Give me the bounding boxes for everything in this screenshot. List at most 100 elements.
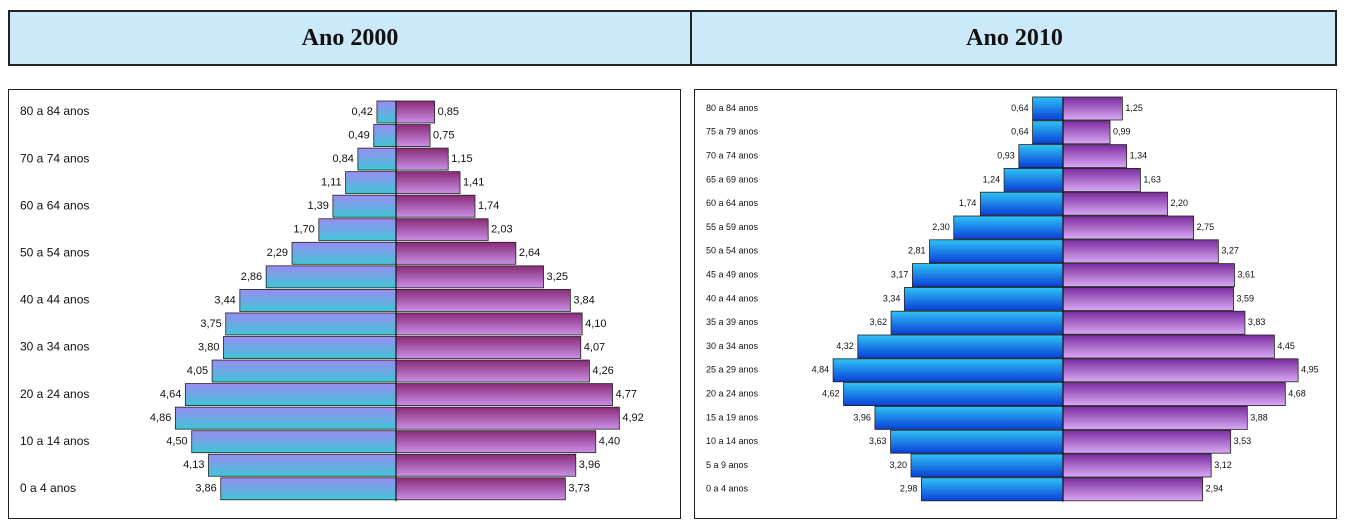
value-label-right-1: 3,12: [1214, 460, 1232, 470]
bar-right-7: [395, 312, 583, 336]
value-label-left-11: 1,70: [293, 224, 314, 236]
value-label-left-6: 3,80: [198, 341, 219, 353]
category-label-12: 60 a 64 anos: [706, 198, 759, 208]
value-label-left-16: 0,42: [352, 106, 373, 118]
value-label-right-5: 4,26: [592, 365, 613, 377]
bar-right-13: [395, 171, 461, 195]
category-label-0: 0 a 4 anos: [706, 484, 749, 494]
category-label-6: 30 a 34 anos: [20, 340, 89, 354]
value-label-left-12: 1,39: [307, 200, 328, 212]
bar-left-10: [291, 241, 397, 265]
bar-left-8: [903, 286, 1064, 311]
value-label-right-0: 3,73: [568, 483, 589, 495]
value-label-left-3: 3,96: [853, 412, 871, 422]
bar-right-8: [1062, 286, 1234, 311]
value-label-right-6: 4,07: [584, 341, 605, 353]
category-label-3: 15 a 19 anos: [706, 412, 759, 422]
bar-right-15: [1062, 120, 1111, 145]
value-label-right-15: 0,99: [1113, 127, 1131, 137]
category-label-2: 10 a 14 anos: [20, 434, 89, 448]
category-label-10: 50 a 54 anos: [706, 246, 759, 256]
value-label-right-14: 1,15: [451, 153, 472, 165]
bar-right-14: [1062, 144, 1128, 168]
pyramid-2000-chart: 3,86 3,73 0 a 4 anos 4,13 3,96 4,50 4,40 10 a 1…: [20, 100, 644, 502]
value-label-right-7: 3,83: [1248, 317, 1266, 327]
value-label-right-16: 0,85: [438, 106, 459, 118]
bar-right-16: [395, 100, 435, 124]
value-label-left-1: 3,20: [889, 460, 907, 470]
bar-left-15: [373, 124, 397, 147]
value-label-right-6: 4,45: [1277, 341, 1295, 351]
value-label-left-11: 2,30: [932, 222, 950, 232]
value-label-right-12: 2,20: [1171, 198, 1189, 208]
bar-left-14: [357, 147, 397, 171]
value-label-right-11: 2,03: [491, 224, 512, 236]
category-label-15: 75 a 79 anos: [706, 127, 759, 137]
bar-right-6: [1062, 334, 1275, 359]
value-label-left-14: 0,93: [997, 150, 1015, 160]
bar-left-2: [890, 429, 1064, 454]
value-label-right-3: 3,88: [1250, 412, 1268, 422]
category-label-5: 25 a 29 anos: [706, 365, 759, 375]
category-label-14: 70 a 74 anos: [20, 151, 89, 165]
value-label-left-15: 0,64: [1011, 127, 1029, 137]
bar-left-16: [1032, 96, 1064, 121]
bar-right-10: [1062, 239, 1219, 264]
bar-right-0: [1062, 477, 1204, 502]
value-label-right-5: 4,95: [1301, 365, 1319, 375]
bar-right-8: [395, 288, 571, 312]
value-label-left-5: 4,84: [812, 365, 830, 375]
bar-right-4: [1062, 382, 1286, 407]
title-2000: Ano 2000: [10, 12, 692, 64]
bar-right-11: [1062, 215, 1195, 240]
category-label-4: 20 a 24 anos: [20, 387, 89, 401]
value-label-right-11: 2,75: [1197, 222, 1215, 232]
value-label-left-7: 3,62: [870, 317, 888, 327]
value-label-left-4: 4,62: [822, 388, 840, 398]
category-label-16: 80 a 84 anos: [706, 103, 759, 113]
bar-left-16: [376, 100, 397, 124]
value-label-left-9: 3,17: [891, 269, 909, 279]
category-label-12: 60 a 64 anos: [20, 198, 89, 212]
category-label-8: 40 a 44 anos: [20, 293, 89, 307]
bar-left-2: [191, 430, 397, 454]
category-label-7: 35 a 39 anos: [706, 317, 759, 327]
category-label-16: 80 a 84 anos: [20, 104, 89, 118]
pyramid-2010-chart: 2,98 2,94 0 a 4 anos 3,20 3,12 5 a 9 anos 3,63…: [706, 96, 1319, 502]
bar-right-13: [1062, 168, 1141, 192]
bar-left-6: [857, 334, 1064, 359]
value-label-left-0: 2,98: [900, 484, 918, 494]
value-label-right-3: 4,92: [622, 412, 643, 424]
value-label-left-9: 2,86: [241, 271, 262, 283]
value-label-right-9: 3,61: [1237, 269, 1255, 279]
value-label-right-13: 1,41: [463, 177, 484, 189]
value-label-left-13: 1,24: [983, 174, 1001, 184]
value-label-right-7: 4,10: [585, 318, 606, 330]
value-label-left-7: 3,75: [200, 318, 221, 330]
bar-right-3: [395, 406, 620, 430]
value-label-left-5: 4,05: [187, 365, 208, 377]
bar-left-9: [912, 263, 1064, 288]
bar-right-1: [395, 453, 577, 477]
value-label-right-10: 2,64: [519, 247, 540, 259]
bar-left-9: [265, 265, 397, 289]
bar-right-12: [395, 194, 476, 218]
value-label-right-15: 0,75: [433, 129, 454, 141]
value-label-left-12: 1,74: [959, 198, 977, 208]
bar-left-4: [184, 383, 397, 407]
value-label-right-4: 4,77: [616, 389, 637, 401]
category-label-2: 10 a 14 anos: [706, 436, 759, 446]
bar-right-1: [1062, 453, 1212, 478]
bar-right-6: [395, 336, 582, 359]
bar-left-5: [211, 359, 397, 383]
value-label-left-2: 4,50: [166, 436, 187, 448]
bar-right-14: [395, 147, 449, 171]
category-label-13: 65 a 69 anos: [706, 174, 759, 184]
value-label-left-3: 4,86: [150, 412, 171, 424]
value-label-right-13: 1,63: [1143, 174, 1161, 184]
category-label-9: 45 a 49 anos: [706, 269, 759, 279]
bar-left-13: [345, 171, 397, 195]
bar-left-11: [318, 218, 397, 242]
value-label-left-0: 3,86: [195, 483, 216, 495]
bar-right-12: [1062, 191, 1168, 216]
